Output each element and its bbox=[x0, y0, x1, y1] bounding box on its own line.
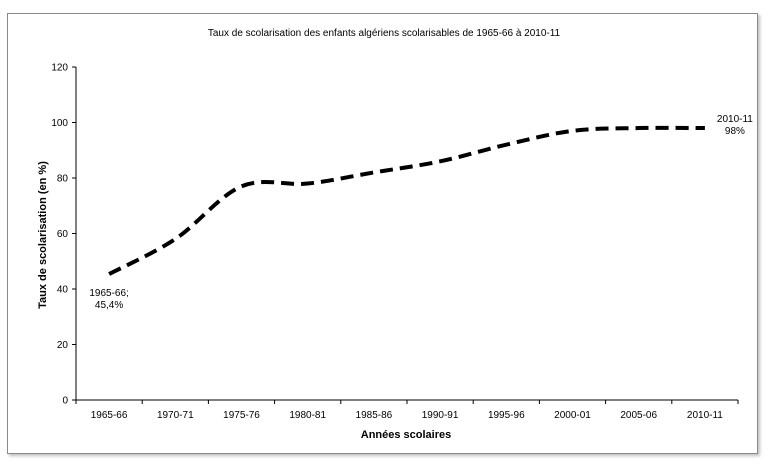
x-tick-label: 2005-06 bbox=[620, 410, 657, 421]
y-tick-label: 40 bbox=[57, 285, 69, 296]
x-axis-title: Années scolaires bbox=[361, 429, 452, 441]
y-tick-label: 0 bbox=[62, 396, 68, 407]
data-label: 1965-66; bbox=[89, 288, 128, 299]
x-tick-label: 2010-11 bbox=[687, 410, 723, 421]
data-point bbox=[373, 172, 374, 173]
data-label: 98% bbox=[725, 126, 745, 137]
axes bbox=[75, 67, 738, 401]
x-tick-label: 1985-86 bbox=[356, 410, 393, 421]
y-tick-label: 80 bbox=[57, 174, 69, 185]
chart-frame bbox=[7, 13, 758, 454]
data-point bbox=[572, 130, 573, 131]
chart-title: Taux de scolarisation des enfants algéri… bbox=[208, 28, 561, 39]
y-axis-title: Taux de scolarisation (en %) bbox=[37, 161, 49, 309]
y-axis-ticks: 0 20 40 60 80 100 120 bbox=[51, 63, 76, 407]
series-line bbox=[108, 125, 705, 276]
x-tick-label: 1980-81 bbox=[289, 410, 326, 421]
x-tick-label: 1975-76 bbox=[223, 410, 260, 421]
data-point bbox=[175, 239, 176, 240]
x-tick-label: 1970-71 bbox=[157, 410, 194, 421]
data-label: 2010-11 bbox=[717, 114, 753, 125]
y-tick-label: 20 bbox=[57, 340, 69, 351]
y-tick-label: 120 bbox=[51, 63, 68, 74]
x-tick-label: 1990-91 bbox=[422, 410, 459, 421]
x-axis-ticks: 1965-66 1970-71 1975-76 1980-81 1985-86 1990-… bbox=[75, 400, 739, 421]
x-tick-label: 2000-01 bbox=[554, 410, 591, 421]
x-tick-label: 1965-66 bbox=[91, 410, 128, 421]
y-tick-label: 100 bbox=[51, 118, 68, 129]
y-tick-label: 60 bbox=[57, 229, 69, 240]
x-tick-label: 1995-96 bbox=[488, 410, 525, 421]
data-label: 45,4% bbox=[95, 300, 123, 311]
series-layer bbox=[108, 125, 705, 276]
